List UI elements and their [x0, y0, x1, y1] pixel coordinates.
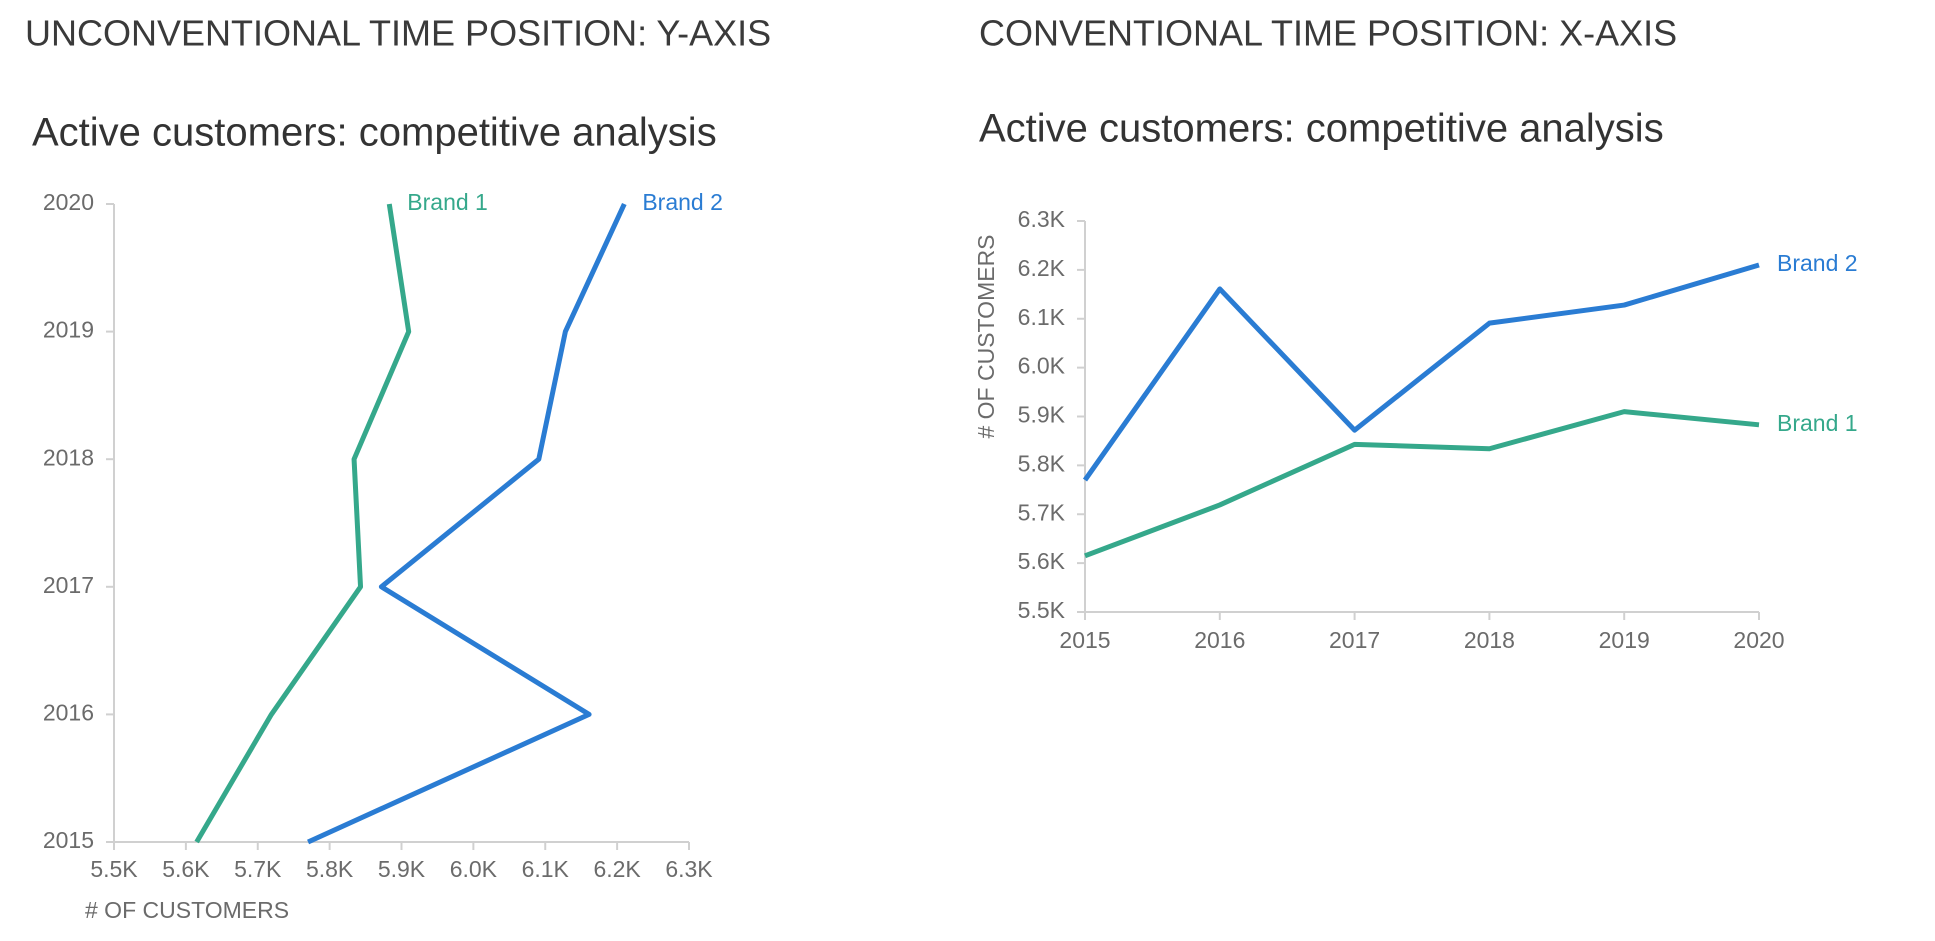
y-tick-label: 6.3K [1018, 206, 1066, 232]
y-axis-label: # OF CUSTOMERS [973, 234, 999, 438]
x-tick-label: 5.8K [306, 856, 354, 882]
x-tick-label: 2015 [1059, 627, 1110, 653]
y-tick-label: 2019 [43, 317, 94, 343]
series-label: Brand 1 [407, 189, 488, 215]
y-tick-label: 5.9K [1018, 402, 1066, 428]
x-tick-label: 6.1K [522, 856, 570, 882]
y-tick-label: 5.5K [1018, 597, 1066, 623]
series-line [194, 203, 412, 844]
y-tick-label: 5.7K [1018, 499, 1066, 525]
y-tick-label: 5.6K [1018, 548, 1066, 574]
series-label: Brand 1 [1777, 410, 1858, 436]
x-tick-label: 2017 [1329, 627, 1380, 653]
series-label: Brand 2 [1777, 250, 1858, 276]
x-axis-label: # OF CUSTOMERS [85, 897, 289, 923]
x-tick-label: 2020 [1733, 627, 1784, 653]
x-tick-label: 2016 [1194, 627, 1245, 653]
y-tick-label: 2015 [43, 827, 94, 853]
y-tick-label: 2018 [43, 444, 94, 470]
x-tick-label: 5.6K [162, 856, 210, 882]
y-tick-label: 6.2K [1018, 255, 1066, 281]
y-tick-label: 2017 [43, 572, 94, 598]
x-tick-label: 6.0K [450, 856, 498, 882]
y-tick-label: 5.8K [1018, 450, 1066, 476]
x-tick-label: 6.2K [593, 856, 641, 882]
x-tick-label: 2018 [1464, 627, 1515, 653]
y-tick-label: 2020 [43, 189, 94, 215]
chart-title: Active customers: competitive analysis [32, 111, 717, 155]
x-tick-label: 5.5K [90, 856, 138, 882]
series-line [1084, 409, 1760, 559]
series-line [307, 202, 627, 845]
y-tick-label: 2016 [43, 699, 94, 725]
x-tick-label: 5.9K [378, 856, 426, 882]
series-line [1082, 262, 1760, 482]
section-heading: UNCONVENTIONAL TIME POSITION: Y-AXIS [25, 13, 771, 54]
y-tick-label: 6.1K [1018, 304, 1066, 330]
x-tick-label: 6.3K [665, 856, 713, 882]
x-tick-label: 2019 [1599, 627, 1650, 653]
y-tick-label: 6.0K [1018, 353, 1066, 379]
section-heading: CONVENTIONAL TIME POSITION: X-AXIS [979, 13, 1677, 54]
chart-title: Active customers: competitive analysis [979, 107, 1664, 151]
x-tick-label: 5.7K [234, 856, 282, 882]
series-label: Brand 2 [642, 189, 723, 215]
